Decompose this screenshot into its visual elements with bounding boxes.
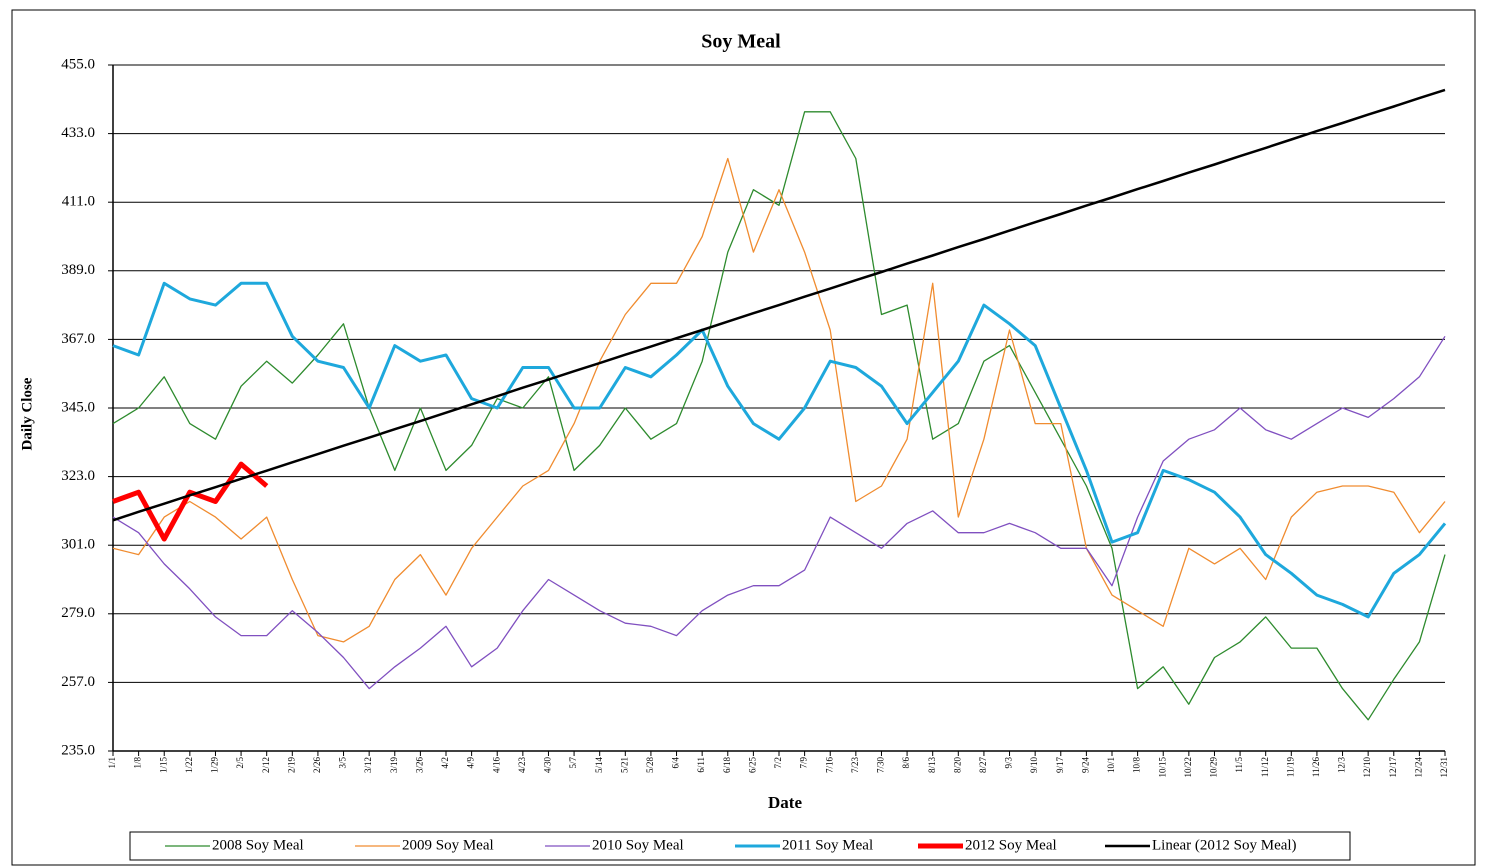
x-tick-label: 7/2 <box>773 757 783 769</box>
y-tick-label: 323.0 <box>61 468 95 484</box>
x-tick-label: 2/5 <box>235 757 245 769</box>
x-tick-label: 8/20 <box>952 757 962 774</box>
x-tick-label: 12/17 <box>1388 757 1398 778</box>
x-tick-label: 9/3 <box>1004 757 1014 769</box>
y-axis-label: Daily Close <box>19 377 35 450</box>
x-tick-label: 11/5 <box>1234 757 1244 773</box>
series-line <box>112 335 1446 690</box>
x-tick-label: 6/25 <box>747 757 757 774</box>
x-tick-label: 7/23 <box>850 757 860 774</box>
x-tick-label: 12/31 <box>1439 757 1449 778</box>
x-tick-label: 4/30 <box>543 757 553 774</box>
y-tick-label: 455.0 <box>61 56 95 72</box>
legend-label: 2010 Soy Meal <box>592 837 684 853</box>
x-tick-label: 11/12 <box>1260 757 1270 777</box>
x-tick-label: 4/23 <box>517 757 527 774</box>
x-tick-label: 11/26 <box>1311 757 1321 778</box>
x-tick-label: 8/27 <box>978 757 988 774</box>
x-tick-label: 10/22 <box>1183 757 1193 778</box>
x-tick-label: 11/19 <box>1285 757 1295 778</box>
series-line <box>112 111 1446 721</box>
x-tick-label: 3/26 <box>414 757 424 774</box>
series-line <box>112 461 269 542</box>
x-tick-label: 8/6 <box>901 757 911 769</box>
x-tick-label: 4/16 <box>491 757 501 774</box>
y-tick-label: 257.0 <box>61 674 95 690</box>
x-tick-label: 1/15 <box>158 757 168 774</box>
x-tick-label: 6/4 <box>671 757 681 769</box>
x-tick-label: 5/21 <box>619 757 629 773</box>
x-tick-label: 10/15 <box>1157 757 1167 778</box>
legend-label: 2011 Soy Meal <box>782 837 873 853</box>
legend-label: 2008 Soy Meal <box>212 837 304 853</box>
series-line <box>112 281 1447 619</box>
legend-label: 2012 Soy Meal <box>965 837 1057 853</box>
y-tick-label: 433.0 <box>61 125 95 141</box>
x-tick-label: 2/12 <box>261 757 271 773</box>
x-tick-label: 12/10 <box>1362 757 1372 778</box>
x-tick-label: 7/16 <box>824 757 834 774</box>
y-tick-label: 235.0 <box>61 742 95 758</box>
x-tick-label: 9/10 <box>1029 757 1039 774</box>
x-tick-label: 2/26 <box>312 757 322 774</box>
x-tick-label: 5/14 <box>594 757 604 774</box>
x-tick-label: 1/29 <box>210 757 220 774</box>
series-line <box>112 157 1446 643</box>
y-tick-label: 301.0 <box>61 537 95 553</box>
x-tick-label: 4/9 <box>466 757 476 769</box>
y-tick-label: 367.0 <box>61 331 95 347</box>
x-tick-label: 10/8 <box>1132 757 1142 774</box>
x-tick-label: 10/1 <box>1106 757 1116 773</box>
y-tick-label: 345.0 <box>61 399 95 415</box>
x-tick-label: 8/13 <box>927 757 937 774</box>
chart-title: Soy Meal <box>701 31 781 53</box>
x-tick-label: 7/30 <box>876 757 886 774</box>
x-tick-label: 3/19 <box>389 757 399 774</box>
legend-label: 2009 Soy Meal <box>402 837 494 853</box>
x-tick-label: 5/28 <box>645 757 655 774</box>
series-line <box>112 88 1446 522</box>
chart-frame <box>11 9 1476 866</box>
x-tick-label: 5/7 <box>568 757 578 769</box>
x-tick-label: 3/12 <box>363 757 373 773</box>
x-tick-label: 12/3 <box>1337 757 1347 774</box>
x-axis-label: Date <box>768 793 802 812</box>
x-tick-label: 1/22 <box>184 757 194 773</box>
x-tick-label: 9/24 <box>1080 757 1090 774</box>
legend-label: Linear (2012 Soy Meal) <box>1152 837 1297 853</box>
x-tick-label: 1/8 <box>133 757 143 769</box>
x-tick-label: 12/24 <box>1413 757 1423 778</box>
x-tick-label: 6/18 <box>722 757 732 774</box>
x-tick-label: 2/19 <box>286 757 296 774</box>
x-tick-label: 4/2 <box>440 757 450 769</box>
y-tick-label: 279.0 <box>61 605 95 621</box>
y-tick-label: 411.0 <box>62 194 95 210</box>
x-tick-label: 1/1 <box>107 757 117 769</box>
x-tick-label: 7/9 <box>799 757 809 769</box>
x-tick-label: 9/17 <box>1055 757 1065 774</box>
y-tick-label: 389.0 <box>61 262 95 278</box>
x-tick-label: 3/5 <box>338 757 348 769</box>
x-tick-label: 6/11 <box>696 757 706 773</box>
x-tick-label: 10/29 <box>1209 757 1219 778</box>
